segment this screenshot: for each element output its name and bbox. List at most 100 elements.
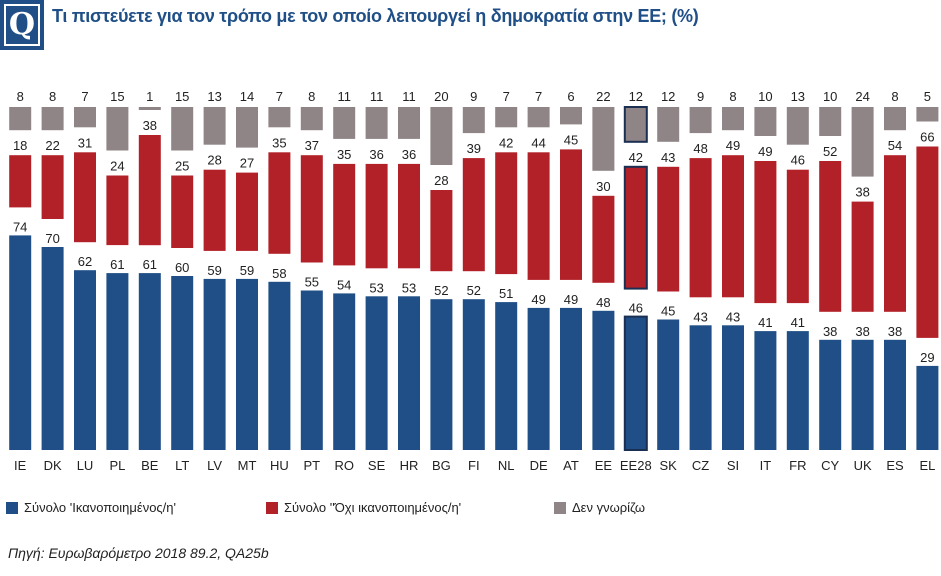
bar-satisfied-fr	[786, 331, 809, 450]
bar-dont-know-ie	[9, 107, 32, 131]
value-label-not-satisfied-fi: 39	[467, 141, 481, 156]
bar-not-satisfied-fr	[786, 169, 809, 304]
value-label-satisfied-se: 53	[369, 280, 383, 295]
legend-swatch-satisfied	[6, 501, 18, 514]
value-label-dont-know-lt: 15	[175, 89, 189, 104]
bar-dont-know-nl	[495, 107, 518, 128]
bar-dont-know-ee28	[623, 106, 648, 143]
value-label-not-satisfied-hr: 36	[402, 147, 416, 162]
bar-dont-know-be	[138, 107, 161, 110]
category-label-fr: FR	[789, 458, 806, 473]
value-label-not-satisfied-de: 44	[531, 135, 545, 150]
bar-chart: 74818IE70822DK62731LU611524PL61138BE6015…	[9, 89, 939, 473]
value-label-satisfied-pl: 61	[110, 257, 124, 272]
bar-satisfied-pt	[300, 290, 323, 450]
bar-not-satisfied-nl	[495, 152, 518, 275]
bar-not-satisfied-fi	[462, 158, 485, 272]
value-label-not-satisfied-es: 54	[888, 138, 902, 153]
bar-dont-know-uk	[851, 107, 874, 177]
category-label-hr: HR	[400, 458, 419, 473]
bar-not-satisfied-hu	[268, 152, 291, 254]
bar-dont-know-it	[754, 107, 777, 136]
bar-satisfied-at	[560, 307, 582, 450]
chart-title: Τι πιστεύετε για τον τρόπο με τον οποίο …	[52, 6, 699, 26]
category-label-ie: IE	[14, 458, 27, 473]
category-label-cz: CZ	[692, 458, 709, 473]
value-label-not-satisfied-lt: 25	[175, 159, 189, 174]
value-label-satisfied-si: 43	[726, 309, 740, 324]
value-label-dont-know-ee: 22	[596, 89, 610, 104]
bar-not-satisfied-ie	[9, 155, 32, 208]
bar-satisfied-el	[916, 365, 939, 450]
bar-satisfied-lv	[203, 278, 226, 450]
value-label-dont-know-hr: 11	[402, 89, 416, 104]
value-label-not-satisfied-el: 66	[920, 130, 934, 145]
category-label-at: AT	[563, 458, 579, 473]
bar-not-satisfied-hr	[398, 163, 420, 269]
value-label-satisfied-pt: 55	[305, 275, 319, 290]
value-label-satisfied-be: 61	[143, 257, 157, 272]
bar-satisfied-fi	[462, 299, 485, 450]
value-label-not-satisfied-ro: 35	[337, 147, 351, 162]
value-label-not-satisfied-se: 36	[369, 147, 383, 162]
bar-satisfied-pl	[106, 273, 129, 450]
value-label-satisfied-hu: 58	[272, 266, 286, 281]
legend-label-satisfied: Σύνολο 'Ικανοποιημένος/η'	[24, 500, 177, 515]
category-label-cy: CY	[821, 458, 839, 473]
value-label-dont-know-de: 7	[535, 89, 542, 104]
value-label-satisfied-hr: 53	[402, 280, 416, 295]
value-label-not-satisfied-lu: 31	[78, 135, 92, 150]
value-label-satisfied-at: 49	[564, 292, 578, 307]
bar-satisfied-se	[365, 296, 388, 450]
bar-not-satisfied-de	[527, 152, 550, 280]
bar-satisfied-it	[754, 331, 777, 450]
value-label-satisfied-nl: 51	[499, 286, 513, 301]
legend-item-dont-know: Δεν γνωρίζω	[554, 500, 645, 515]
value-label-not-satisfied-sk: 43	[661, 150, 675, 165]
category-label-uk: UK	[854, 458, 872, 473]
bar-dont-know-cy	[819, 107, 842, 136]
bar-dont-know-fi	[462, 107, 485, 134]
value-label-dont-know-se: 11	[370, 89, 384, 104]
bar-satisfied-ro	[333, 293, 356, 450]
value-label-not-satisfied-dk: 22	[45, 138, 59, 153]
value-label-satisfied-ee28: 46	[629, 301, 643, 316]
value-label-dont-know-pt: 8	[308, 89, 315, 104]
bar-dont-know-ee	[592, 107, 615, 171]
value-label-satisfied-de: 49	[531, 292, 545, 307]
bar-dont-know-pt	[300, 107, 323, 131]
value-label-dont-know-el: 5	[924, 89, 931, 104]
question-badge: Q	[0, 0, 44, 50]
value-label-not-satisfied-bg: 28	[434, 173, 448, 188]
value-label-dont-know-mt: 14	[240, 89, 254, 104]
category-label-bg: BG	[432, 458, 451, 473]
value-label-satisfied-lu: 62	[78, 254, 92, 269]
value-label-not-satisfied-at: 45	[564, 132, 578, 147]
value-label-dont-know-bg: 20	[434, 89, 448, 104]
category-label-pl: PL	[109, 458, 125, 473]
question-badge-letter: Q	[4, 4, 40, 46]
bar-dont-know-lt	[171, 107, 194, 151]
bar-not-satisfied-be	[138, 135, 161, 246]
bar-satisfied-cy	[819, 339, 842, 450]
value-label-not-satisfied-it: 49	[758, 144, 772, 159]
bar-satisfied-lu	[74, 270, 96, 450]
bar-satisfied-bg	[430, 299, 453, 450]
bar-not-satisfied-it	[754, 161, 777, 304]
legend-item-satisfied: Σύνολο 'Ικανοποιημένος/η'	[6, 500, 176, 515]
value-label-dont-know-si: 8	[729, 89, 736, 104]
value-label-dont-know-es: 8	[891, 89, 898, 104]
bar-dont-know-hr	[398, 107, 420, 139]
value-label-satisfied-ie: 74	[13, 219, 27, 234]
value-label-satisfied-cz: 43	[693, 309, 707, 324]
bar-dont-know-cz	[689, 107, 712, 134]
value-label-satisfied-mt: 59	[240, 263, 254, 278]
value-label-not-satisfied-nl: 42	[499, 135, 513, 150]
value-label-not-satisfied-fr: 46	[791, 153, 805, 168]
bar-satisfied-cz	[689, 325, 712, 450]
bar-not-satisfied-mt	[236, 172, 258, 251]
bar-dont-know-hu	[268, 107, 291, 128]
bar-satisfied-ee28	[623, 315, 648, 451]
legend-swatch-not-satisfied	[266, 501, 278, 514]
bar-dont-know-ro	[333, 107, 356, 139]
